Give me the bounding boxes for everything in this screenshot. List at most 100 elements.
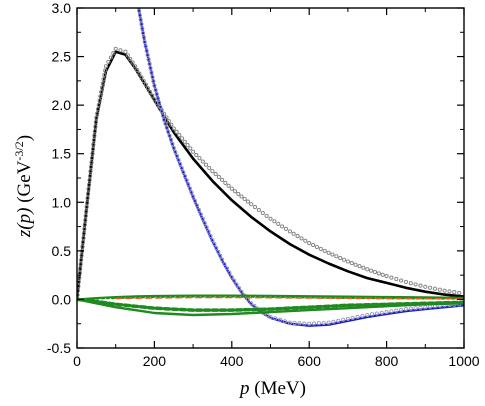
y-tick-label: -0.5 xyxy=(47,340,71,356)
series-3-point xyxy=(181,170,186,175)
series-1-point xyxy=(239,194,244,199)
series-3-point xyxy=(336,318,341,323)
series-3-point xyxy=(394,308,399,313)
y-axis-title: z(p) (GeV-3/2) xyxy=(12,135,35,238)
y-tick-label: 0.0 xyxy=(52,291,72,307)
series-1-point xyxy=(179,136,185,141)
series-3-point xyxy=(152,83,157,88)
series-1-point xyxy=(102,72,107,77)
series-3-point xyxy=(182,174,188,179)
series-3-point xyxy=(278,317,283,322)
ticks-layer xyxy=(76,7,465,349)
series-1-point xyxy=(200,159,205,164)
series-3-point xyxy=(176,157,181,163)
series-1-point xyxy=(90,151,95,156)
series-3-point xyxy=(145,53,150,58)
series-3-point xyxy=(184,178,189,183)
x-tick-label: 800 xyxy=(375,353,399,369)
series-1-point xyxy=(79,253,84,258)
series-1-point xyxy=(188,146,193,151)
series-1-point xyxy=(287,229,292,234)
series-0-line xyxy=(77,50,464,301)
series-1-point xyxy=(174,129,179,134)
y-axis-unit-exponent: -3/2 xyxy=(12,141,26,160)
series-1-point xyxy=(78,262,83,267)
series-3-point xyxy=(174,153,180,159)
series-1-point xyxy=(191,149,196,154)
series-3-point xyxy=(216,249,221,254)
series-1-point xyxy=(106,59,111,64)
series-1-point xyxy=(457,290,462,295)
series-1-point xyxy=(93,124,98,129)
series-3-point xyxy=(168,137,174,142)
series-3-point xyxy=(146,57,151,62)
series-3-point xyxy=(178,162,183,167)
series-3-point xyxy=(252,303,257,308)
series-1-point xyxy=(94,115,99,120)
series-1-point xyxy=(101,77,106,82)
series-1-point xyxy=(77,284,81,289)
series-1-point xyxy=(256,208,261,213)
series-3-point xyxy=(234,282,239,287)
series-1-markers xyxy=(77,46,462,302)
x-tick-label: 0 xyxy=(73,353,81,369)
series-3-point xyxy=(191,194,196,199)
series-1-point xyxy=(125,53,130,58)
series-3-point xyxy=(408,306,413,311)
series-1-point xyxy=(423,284,428,289)
series-1-point xyxy=(318,246,323,251)
series-3-point xyxy=(287,320,292,325)
series-1-point xyxy=(92,129,97,134)
series-3-point xyxy=(198,212,203,217)
series-3-point xyxy=(379,310,384,315)
y-tick-label: 1.0 xyxy=(52,194,72,210)
series-3-point xyxy=(292,320,297,326)
series-1-point xyxy=(82,222,87,227)
series-3-point xyxy=(147,61,152,66)
series-1-point xyxy=(89,160,94,165)
series-1-point xyxy=(413,282,418,287)
series-4-line xyxy=(77,298,464,317)
series-3-point xyxy=(170,141,175,146)
series-1-point xyxy=(79,257,84,262)
series-1-point xyxy=(86,187,91,192)
series-3-point xyxy=(154,92,159,97)
series-1-point xyxy=(81,231,86,236)
series-3-point xyxy=(237,285,242,291)
y-tick-label: 3.0 xyxy=(52,0,72,16)
series-1-point xyxy=(88,173,93,178)
series-3-point xyxy=(321,320,326,326)
series-3-point xyxy=(163,121,168,126)
series-1-point xyxy=(418,283,423,288)
series-1-point xyxy=(152,97,157,102)
series-3-point xyxy=(171,145,176,150)
series-3-point xyxy=(365,312,370,318)
series-3-point xyxy=(210,238,215,243)
y-axis-variable: z(p) xyxy=(14,208,35,239)
series-3-point xyxy=(384,310,389,315)
series-3-point xyxy=(331,319,336,324)
series-1-point xyxy=(432,286,438,291)
series-1-point xyxy=(369,268,374,273)
series-3-point xyxy=(138,17,143,22)
x-tick-label: 1000 xyxy=(448,353,479,369)
series-1-point xyxy=(252,205,258,210)
series-1-point xyxy=(89,155,95,161)
series-7-line xyxy=(77,294,464,301)
series-1-point xyxy=(326,250,331,255)
series-1-point xyxy=(442,288,447,293)
series-1-point xyxy=(311,242,316,248)
series-3-point xyxy=(370,312,375,317)
series-3-point xyxy=(423,305,428,310)
series-1-point xyxy=(361,265,366,270)
series-3-point xyxy=(227,270,232,275)
series-1-point xyxy=(137,71,142,76)
series-3-point xyxy=(399,307,404,312)
series-3-point xyxy=(150,74,155,80)
series-8-line xyxy=(114,296,464,300)
series-3-point xyxy=(316,321,321,326)
y-tick-label: 2.5 xyxy=(52,49,72,65)
series-1-point xyxy=(150,93,155,98)
series-1-point xyxy=(84,209,89,214)
series-1-point xyxy=(99,89,104,95)
